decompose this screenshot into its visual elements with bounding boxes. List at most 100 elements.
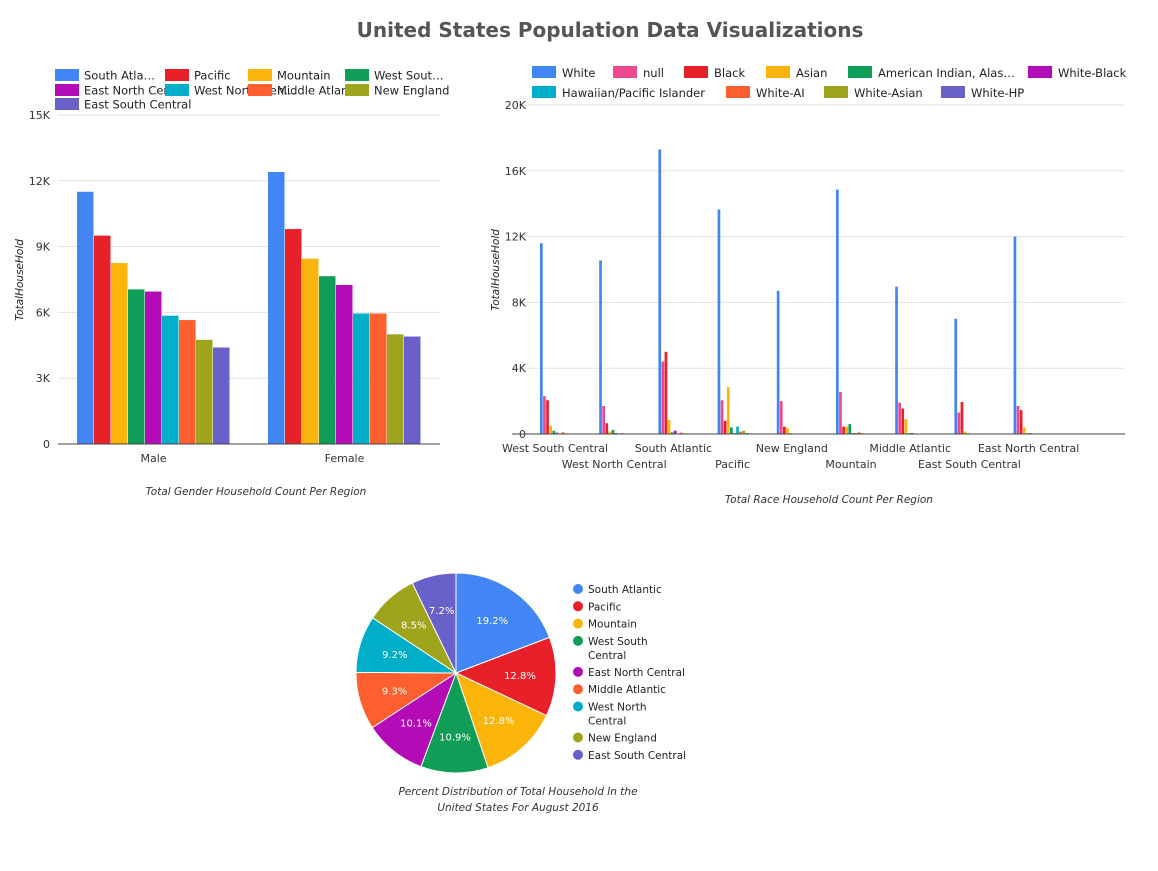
y-tick-label: 12K — [505, 231, 527, 244]
bar-west-north-central-male — [162, 315, 179, 444]
pie-slice-label-new-england: 8.5% — [401, 620, 426, 631]
pie-slice-label-mountain: 12.8% — [483, 716, 515, 727]
bar-asian-west-north-central — [608, 431, 612, 434]
bar-white-ai-mountain — [857, 432, 861, 434]
bar-middle-atlantic-male — [179, 320, 196, 444]
x-tick-label: Pacific — [715, 458, 750, 471]
legend-swatch-white — [532, 66, 556, 78]
bar-white-east-north-central — [1013, 236, 1017, 434]
bar-american-indian-alaska-native-south-atlantic — [670, 432, 674, 434]
legend-label-white-hp: White-HP — [971, 86, 1024, 100]
bar-west-north-central-female — [353, 313, 370, 444]
bar-black-west-south-central — [546, 400, 549, 434]
legend-swatch-east-north-central — [55, 84, 79, 96]
y-tick-label: 15K — [29, 109, 51, 122]
gender-chart-axis: 0 3K 6K 9K 12K 15K Male Female — [29, 109, 440, 465]
pie-caption-line-1: Percent Distribution of Total Household … — [398, 786, 637, 798]
bar-pacific-female — [285, 229, 302, 444]
pie-legend-label-south-atlantic: South Atlantic — [588, 584, 662, 596]
y-tick-label: 4K — [512, 362, 527, 375]
bar-east-south-central-male — [213, 347, 230, 444]
bar-white-east-south-central — [954, 318, 958, 434]
bar-south-atlantic-female — [268, 172, 285, 444]
pie-slice-label-west-south-central: 10.9% — [439, 732, 471, 743]
bar-asian-south-atlantic — [667, 420, 671, 434]
pie-legend-dot-middle-atlantic — [573, 684, 583, 695]
bar-east-north-central-male — [145, 291, 162, 444]
bar-hawaiian-pacific-islander-pacific — [736, 426, 739, 434]
pie-legend-label-middle-atlantic: Middle Atlantic — [588, 684, 666, 696]
bar-null-west-north-central — [602, 406, 605, 434]
legend-label-black: Black — [714, 66, 745, 80]
gender-chart-bars — [77, 172, 421, 444]
legend-swatch-white-hp — [941, 86, 965, 98]
bar-american-indian-alaska-native-west-south-central — [552, 430, 556, 434]
pie-legend-label-east-south-central: East South Central — [588, 750, 686, 762]
bar-asian-mountain — [845, 426, 848, 434]
legend-swatch-hawaiian-pacific-islander — [532, 86, 556, 98]
page-title: United States Population Data Visualizat… — [357, 18, 864, 42]
pie-slices: 19.2% 12.8% 12.8% 10.9% 10.1% 9.3% 9.2% 8.5%7.2… — [355, 572, 557, 774]
bar-white-west-north-central — [599, 260, 602, 434]
pie-slice-label-east-north-central: 10.1% — [400, 718, 432, 729]
pie-legend-dot-pacific — [573, 601, 583, 612]
bar-east-south-central-female — [404, 336, 421, 444]
race-chart-legend: White null Black Asian American Indian, Alas… — [532, 66, 1127, 100]
legend-label-east-south-central: East South Central — [84, 98, 191, 112]
pie-legend-label-west-north-central: Central — [588, 716, 626, 728]
bar-new-england-female — [387, 334, 404, 444]
bar-null-west-south-central — [543, 396, 546, 434]
gender-household-chart: South Atla… Pacific Mountain West Sout… East… — [14, 69, 449, 499]
legend-swatch-west-south-central — [345, 69, 369, 81]
bar-white-new-england — [776, 290, 780, 434]
bar-west-south-central-male — [128, 289, 145, 444]
pie-legend-label-pacific: Pacific — [588, 601, 622, 613]
legend-swatch-west-north-central — [165, 84, 189, 96]
bar-south-atlantic-male — [77, 191, 94, 444]
legend-label-west-south-central: West Sout… — [374, 69, 444, 83]
y-tick-label: 3K — [36, 372, 51, 385]
pie-slice-pacific — [454, 636, 557, 717]
legend-label-white-black: White-Black — [1058, 66, 1127, 80]
pie-legend-label-west-south-central: Central — [588, 650, 626, 662]
bar-white-ai-south-atlantic — [680, 432, 683, 434]
pie-legend-label-west-south-central: West South — [588, 636, 648, 648]
pie-caption-line-2: United States For August 2016 — [437, 802, 599, 814]
x-tick-label: Middle Atlantic — [869, 442, 951, 455]
pie-slice-label-pacific: 12.8% — [504, 671, 536, 682]
bar-asian-east-north-central — [1022, 427, 1026, 434]
legend-swatch-white-ai — [726, 86, 750, 98]
pie-slice-label-west-north-central: 9.2% — [382, 650, 407, 661]
legend-label-south-atlantic: South Atla… — [84, 69, 155, 83]
legend-swatch-american-indian-alaska-native — [848, 66, 872, 78]
legend-swatch-pacific — [165, 69, 189, 81]
bar-black-pacific — [723, 420, 727, 434]
legend-label-middle-atlantic: Middle Atlantic — [277, 84, 362, 98]
race-chart-bars — [540, 149, 1045, 435]
pie-slice-east-south-central — [411, 572, 457, 674]
bar-null-middle-atlantic — [898, 402, 901, 434]
legend-label-asian: Asian — [796, 66, 827, 80]
pie-legend-label-east-north-central: East North Central — [588, 667, 685, 679]
legend-swatch-south-atlantic — [55, 69, 79, 81]
y-tick-label: 9K — [36, 241, 51, 254]
bar-white-ai-pacific — [739, 431, 742, 434]
bar-black-south-atlantic — [664, 351, 668, 434]
x-tick-label: East South Central — [918, 458, 1021, 471]
y-tick-label: 20K — [505, 99, 527, 112]
race-chart-caption: Total Race Household Count Per Region — [725, 494, 933, 506]
household-distribution-pie-chart: 19.2% 12.8% 12.8% 10.9% 10.1% 9.3% 9.2% 8.5%7.2… — [355, 572, 686, 814]
bar-white-middle-atlantic — [895, 286, 898, 434]
x-tick-label: South Atlantic — [635, 442, 712, 455]
pie-slice-mountain — [455, 672, 548, 769]
bar-null-mountain — [839, 392, 842, 434]
bar-mountain-female — [302, 258, 319, 444]
legend-label-white-ai: White-AI — [756, 86, 805, 100]
legend-label-white: White — [562, 66, 595, 80]
bar-asian-middle-atlantic — [904, 419, 908, 434]
bar-black-middle-atlantic — [901, 408, 905, 434]
legend-swatch-asian — [766, 66, 790, 78]
pie-legend-dot-west-north-central — [573, 701, 583, 712]
legend-swatch-white-asian — [824, 86, 848, 98]
pie-legend-label-mountain: Mountain — [588, 619, 637, 631]
